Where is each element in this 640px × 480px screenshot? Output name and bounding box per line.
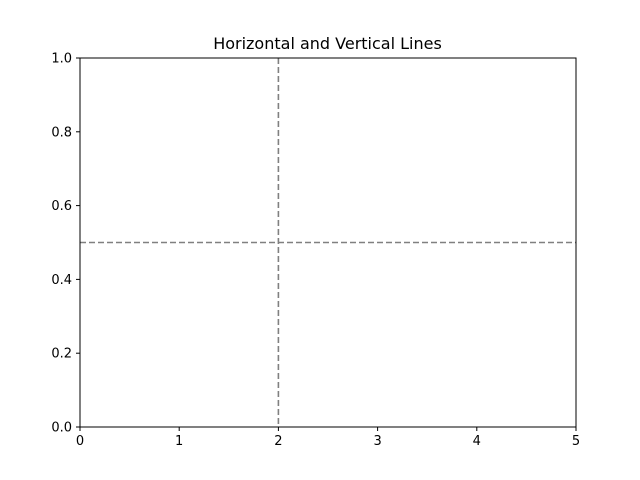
y-tick-label: 0.8 <box>51 125 72 140</box>
x-tick-label: 0 <box>76 434 84 449</box>
plot-area <box>79 57 577 428</box>
x-tick-label: 2 <box>274 434 282 449</box>
chart-title: Horizontal and Vertical Lines <box>213 34 442 53</box>
x-axis: 0 1 2 3 4 5 <box>76 427 580 449</box>
y-tick-label: 0.6 <box>51 199 72 214</box>
y-tick-label: 0.4 <box>51 273 72 288</box>
y-tick-label: 0.0 <box>51 421 72 436</box>
x-tick-label: 3 <box>373 434 381 449</box>
y-axis: 0.0 0.2 0.4 0.6 0.8 1.0 <box>51 52 80 436</box>
x-tick-label: 5 <box>572 434 580 449</box>
y-tick-label: 1.0 <box>51 52 72 67</box>
axes-frame <box>79 57 577 428</box>
y-tick-label: 0.2 <box>51 347 72 362</box>
x-tick-label: 4 <box>473 434 481 449</box>
x-tick-label: 1 <box>175 434 183 449</box>
